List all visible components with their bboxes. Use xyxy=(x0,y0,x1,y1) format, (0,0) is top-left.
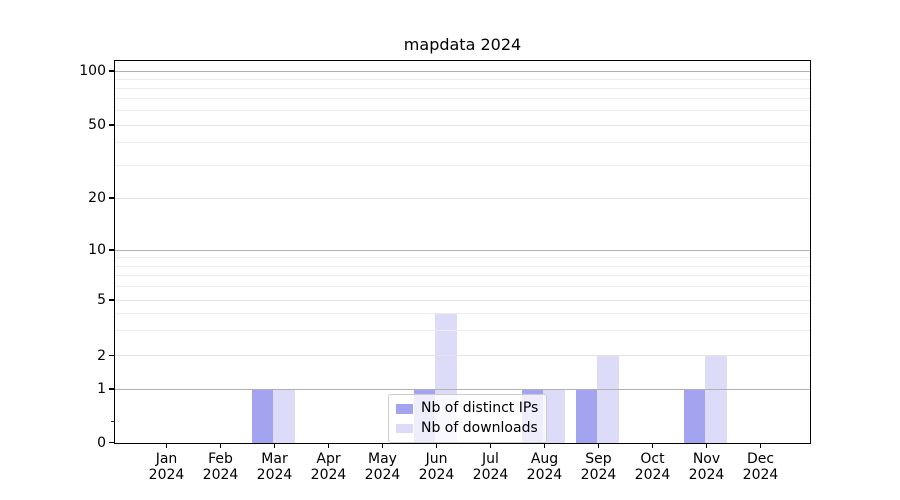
y-tick-label: 50 xyxy=(88,117,106,133)
y-tick-label: 0 xyxy=(97,434,106,451)
bar-distinct-ips xyxy=(251,389,273,443)
y-gridline-minor xyxy=(115,330,810,332)
y-gridline-minor xyxy=(115,78,810,80)
x-tick-label: Aug 2024 xyxy=(526,451,563,483)
y-gridline xyxy=(115,299,810,301)
x-tick-label: Apr 2024 xyxy=(310,451,347,483)
x-axis-tick xyxy=(651,443,654,448)
bar-downloads xyxy=(543,389,565,443)
x-tick-label: Jul 2024 xyxy=(472,451,509,483)
y-gridline xyxy=(115,197,810,199)
x-tick-label: Oct 2024 xyxy=(634,451,671,483)
x-tick-label: Sep 2024 xyxy=(580,451,617,483)
y-axis-tick xyxy=(109,441,114,444)
y-gridline-minor xyxy=(115,142,810,144)
legend-label-distinct-ips: Nb of distinct IPs xyxy=(421,400,539,417)
y-axis-minor-tick xyxy=(111,421,114,422)
y-axis-tick xyxy=(109,70,114,72)
x-tick-label: Feb 2024 xyxy=(202,451,239,483)
bar-downloads xyxy=(705,355,727,443)
y-gridline-major xyxy=(115,388,810,390)
legend-item-distinct-ips: Nb of distinct IPs xyxy=(396,399,538,419)
x-axis-tick xyxy=(381,443,384,448)
y-tick-label: 100 xyxy=(79,63,106,79)
x-tick-label: Mar 2024 xyxy=(256,451,293,483)
legend-item-downloads: Nb of downloads xyxy=(396,419,538,439)
x-axis-tick xyxy=(165,443,168,448)
x-axis-tick xyxy=(273,443,276,448)
bar-downloads xyxy=(597,355,619,443)
y-gridline-major xyxy=(115,70,810,72)
x-tick-label: Jan 2024 xyxy=(148,451,185,483)
x-axis-tick xyxy=(597,443,600,448)
y-gridline-minor xyxy=(115,265,810,267)
x-tick-label: Nov 2024 xyxy=(688,451,725,483)
legend-swatch-distinct-ips xyxy=(396,404,413,414)
bar-downloads xyxy=(273,389,295,443)
x-axis-tick xyxy=(219,443,222,448)
y-gridline-minor xyxy=(115,257,810,259)
legend: Nb of distinct IPs Nb of downloads xyxy=(388,394,548,443)
chart-title: mapdata 2024 xyxy=(403,35,522,54)
y-axis-tick xyxy=(109,388,114,390)
y-gridline-major xyxy=(115,249,810,251)
y-tick-label: 2 xyxy=(97,347,106,364)
legend-swatch-downloads xyxy=(396,423,413,433)
y-gridline xyxy=(115,124,810,126)
bar-distinct-ips xyxy=(683,389,705,443)
x-axis-tick xyxy=(489,443,492,448)
y-gridline-minor xyxy=(115,110,810,112)
x-axis-tick xyxy=(543,443,546,448)
y-axis-tick xyxy=(109,354,114,357)
y-tick-label: 1 xyxy=(97,381,106,397)
x-axis-tick xyxy=(759,443,762,448)
x-tick-label: Jun 2024 xyxy=(418,451,455,483)
x-tick-label: May 2024 xyxy=(364,451,401,483)
legend-label-downloads: Nb of downloads xyxy=(421,419,538,436)
y-gridline-minor xyxy=(115,87,810,89)
y-axis-tick xyxy=(109,124,114,126)
bar-distinct-ips xyxy=(575,389,597,443)
x-axis-tick xyxy=(705,443,708,448)
y-axis-tick xyxy=(109,299,114,301)
y-axis-tick xyxy=(109,197,114,199)
y-gridline xyxy=(115,355,810,356)
x-axis-tick xyxy=(435,443,438,448)
y-gridline-minor xyxy=(115,286,810,288)
x-tick-label: Dec 2024 xyxy=(742,451,779,483)
y-gridline-minor xyxy=(115,275,810,277)
y-gridline-minor xyxy=(115,313,810,315)
y-gridline-minor xyxy=(115,165,810,167)
y-gridline-minor xyxy=(115,98,810,100)
y-tick-label: 20 xyxy=(88,190,106,206)
y-tick-label: 5 xyxy=(97,292,106,308)
x-axis-tick xyxy=(327,443,330,448)
y-tick-label: 10 xyxy=(88,242,106,258)
y-axis-tick xyxy=(109,249,114,251)
